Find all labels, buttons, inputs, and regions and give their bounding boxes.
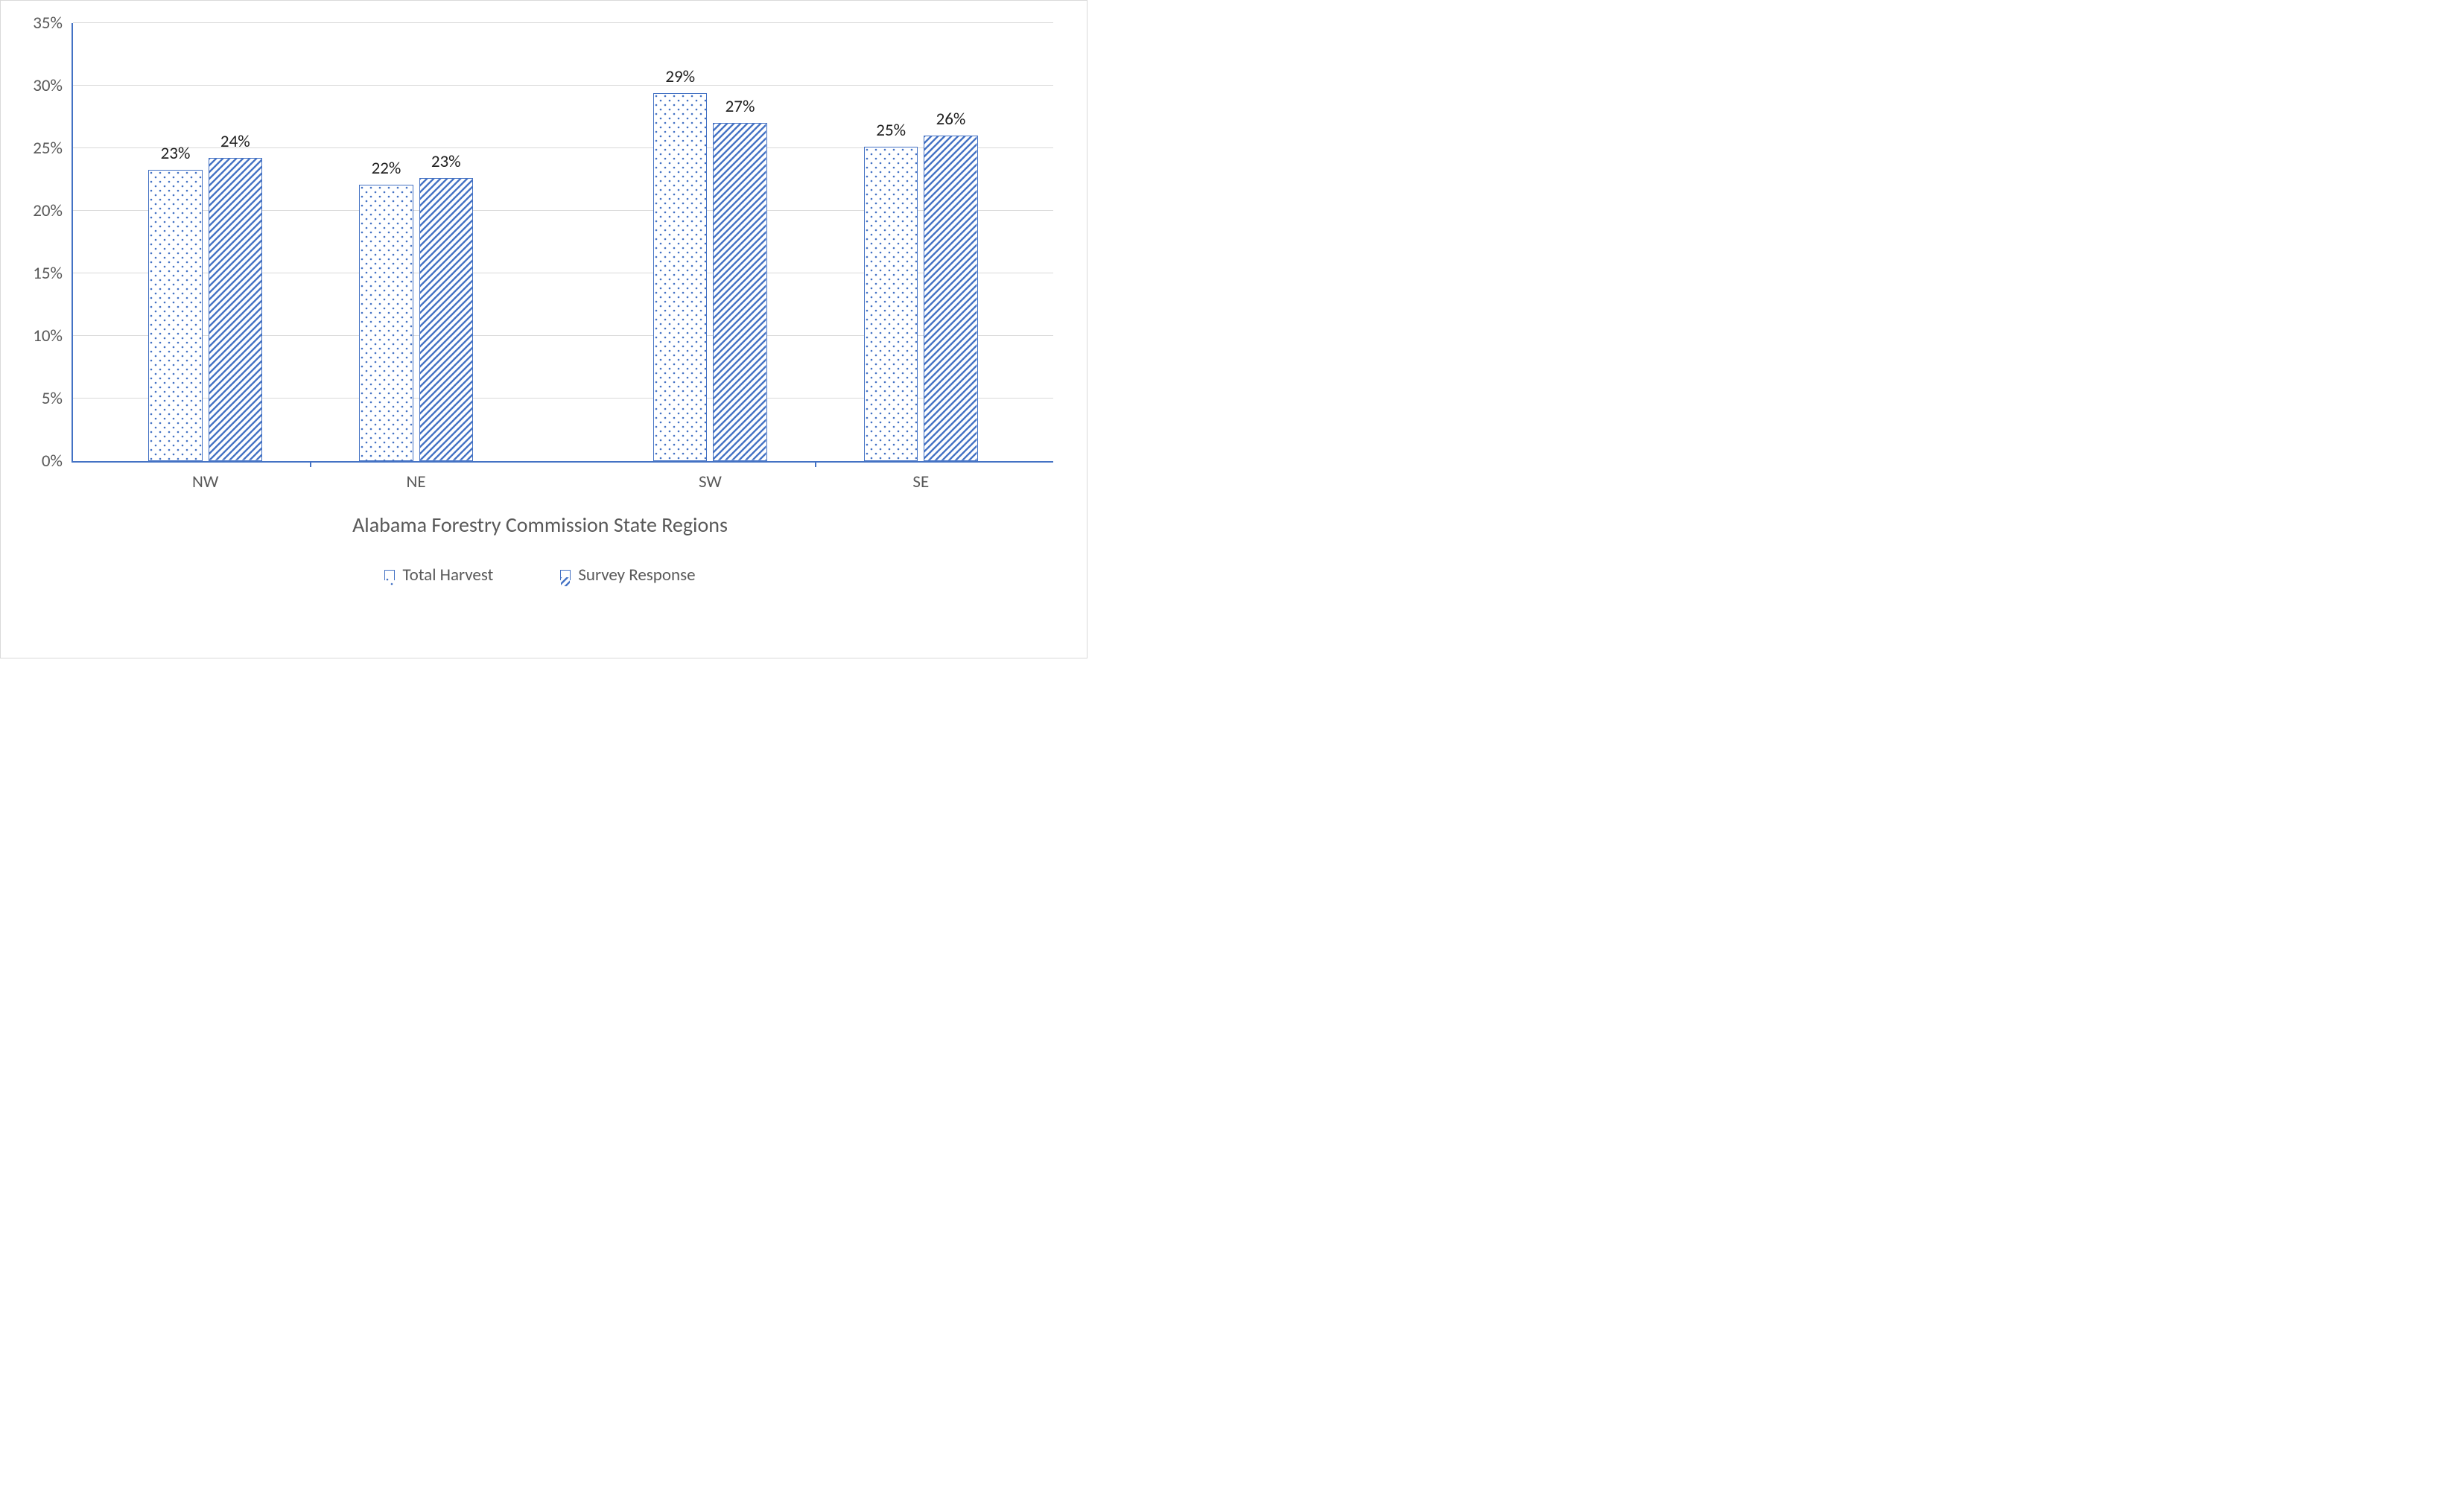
data-label: 24%	[220, 131, 250, 152]
y-tick-label: 35%	[33, 13, 73, 34]
legend-label-total-harvest: Total Harvest	[402, 565, 493, 585]
bar	[148, 170, 202, 461]
plot-wrapper: 0% 5% 10% 15% 20% 25% 30% 35% NW NE SW SE 23% 24% 22% 2…	[16, 16, 1064, 507]
x-tick-label: SW	[699, 461, 722, 492]
bar	[713, 123, 766, 461]
bar	[419, 178, 473, 461]
legend-item-survey-response: Survey Response	[560, 565, 695, 585]
x-tick-mark	[310, 461, 311, 467]
x-tick-label: NE	[407, 461, 426, 492]
data-label: 26%	[936, 109, 966, 130]
bar	[924, 136, 977, 461]
bar	[359, 185, 413, 461]
bar	[864, 147, 918, 461]
data-label: 29%	[665, 66, 695, 87]
y-tick-label: 15%	[33, 263, 73, 284]
bar	[653, 93, 707, 461]
data-label: 22%	[372, 158, 401, 179]
y-tick-label: 25%	[33, 138, 73, 159]
legend: Total Harvest Survey Response	[16, 565, 1064, 585]
plot-area: 0%5%10%15%20%25%30%35%NWNESWSE23%24%22%2…	[72, 23, 1053, 463]
gridline	[73, 85, 1053, 86]
x-tick-label: SE	[912, 461, 929, 492]
data-label: 23%	[161, 143, 191, 164]
y-tick-label: 0%	[42, 451, 73, 472]
legend-item-total-harvest: Total Harvest	[384, 565, 493, 585]
x-axis-title: Alabama Forestry Commission State Region…	[16, 512, 1064, 538]
y-tick-label: 30%	[33, 75, 73, 96]
gridline	[73, 22, 1053, 23]
data-label: 25%	[876, 120, 906, 141]
legend-label-survey-response: Survey Response	[578, 565, 695, 585]
x-tick-mark	[815, 461, 816, 467]
y-tick-label: 20%	[33, 200, 73, 221]
y-tick-label: 5%	[42, 388, 73, 409]
x-tick-label: NW	[192, 461, 218, 492]
chart-container: 0% 5% 10% 15% 20% 25% 30% 35% NW NE SW SE 23% 24% 22% 2…	[0, 0, 1087, 658]
legend-swatch-diagonal	[560, 570, 571, 580]
data-label: 23%	[431, 151, 461, 172]
data-label: 27%	[725, 96, 755, 117]
y-tick-label: 10%	[33, 326, 73, 346]
bar	[209, 158, 262, 461]
legend-swatch-dots	[384, 570, 395, 580]
